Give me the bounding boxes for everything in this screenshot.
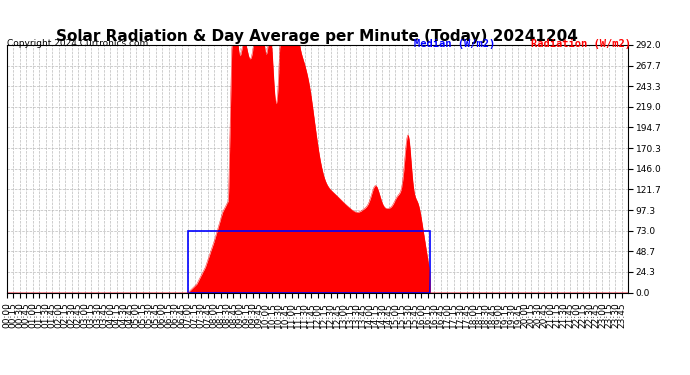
Text: Median (W/m2): Median (W/m2) xyxy=(414,39,495,50)
Bar xyxy=(188,231,430,292)
Text: Radiation (W/m2): Radiation (W/m2) xyxy=(531,39,631,50)
Text: Copyright 2024 Curtronics.com: Copyright 2024 Curtronics.com xyxy=(7,39,148,48)
Title: Solar Radiation & Day Average per Minute (Today) 20241204: Solar Radiation & Day Average per Minute… xyxy=(57,29,578,44)
